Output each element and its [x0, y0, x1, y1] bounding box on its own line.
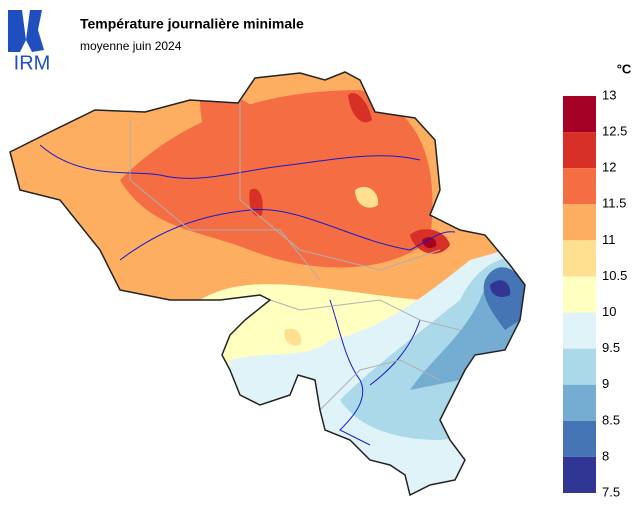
legend-swatch — [563, 96, 596, 133]
legend-tick-label: 7.5 — [602, 484, 620, 499]
logo-mark — [8, 10, 44, 52]
legend-tick-label: 12.5 — [602, 124, 627, 139]
legend-swatch — [563, 240, 596, 277]
border — [9, 71, 526, 497]
legend-swatch — [563, 384, 596, 421]
legend-swatch — [563, 168, 596, 205]
legend-tick-label: 10.5 — [602, 268, 627, 283]
legend-swatch — [563, 132, 596, 169]
subtitle: moyenne juin 2024 — [80, 39, 182, 53]
legend-swatch — [563, 348, 596, 385]
legend-tick-label: 10 — [602, 304, 616, 319]
legend-swatch — [563, 420, 596, 457]
logo-text: IRM — [14, 52, 51, 74]
legend-tick-label: 12 — [602, 160, 616, 175]
legend-tick-label: 13 — [602, 87, 616, 102]
legend-tick-label: 8 — [602, 448, 609, 463]
title: Température journalière minimale — [80, 16, 304, 32]
legend-tick-label: 9 — [602, 376, 609, 391]
legend-tick-label: 9.5 — [602, 340, 620, 355]
legend-swatch — [563, 276, 596, 313]
map — [10, 72, 525, 495]
legend: 13 12.5 12 11.5 11 10.5 10 9.5 9 8.5 8 7.5 — [563, 87, 627, 499]
legend-unit: °C — [617, 61, 632, 76]
legend-swatch — [563, 312, 596, 349]
logo: IRM — [8, 10, 50, 74]
legend-swatch — [563, 204, 596, 241]
legend-tick-label: 11 — [602, 232, 616, 247]
legend-tick-label: 8.5 — [602, 412, 620, 427]
legend-tick-label: 11.5 — [602, 196, 626, 211]
legend-swatch — [563, 456, 596, 493]
